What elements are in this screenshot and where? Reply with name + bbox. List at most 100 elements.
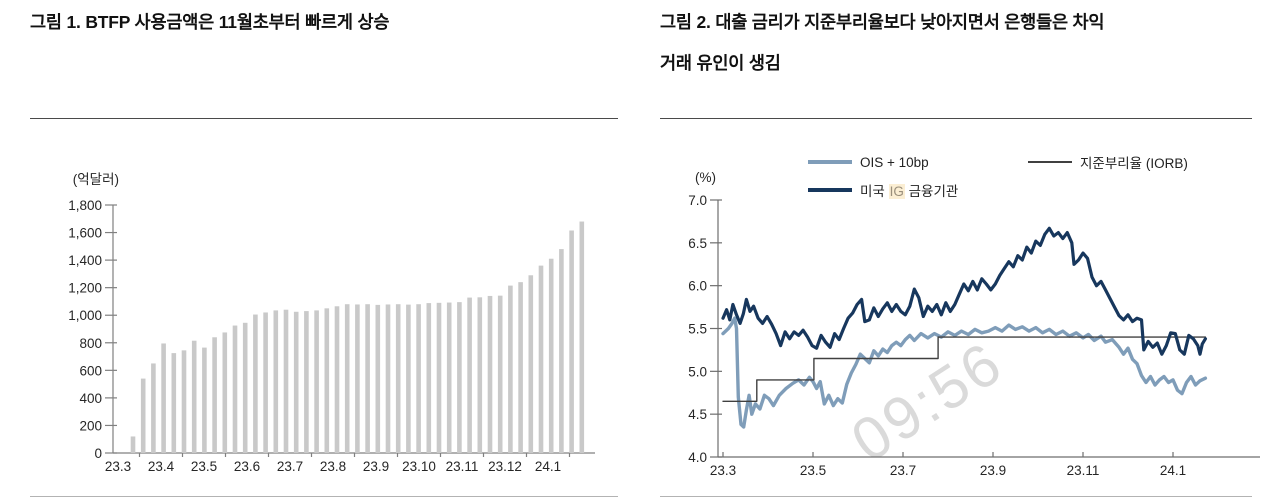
- bar: [518, 282, 523, 453]
- figure-2-title-line1: 그림 2. 대출 금리가 지준부리율보다 낮아지면서 은행들은 차익: [660, 12, 1105, 32]
- y-tick-label: 800: [79, 336, 102, 351]
- x-tick-label: 23.3: [105, 459, 131, 474]
- bar: [253, 314, 258, 453]
- btfp-bar-chart: 1,800 1,600 1,400 1,200 1,000 800 600 400 200 0 (억…: [68, 172, 595, 474]
- y-tick-label: 1,600: [68, 226, 102, 241]
- series-미국-ig-금융기관: [721, 226, 1208, 356]
- bar: [232, 325, 238, 453]
- figure-1-title: 그림 1. BTFP 사용금액은 11월초부터 빠르게 상승: [30, 12, 390, 32]
- bar: [222, 332, 228, 453]
- y-tick-label: 6.0: [688, 279, 707, 294]
- bar: [457, 302, 462, 453]
- bar: [559, 249, 564, 453]
- bar: [191, 340, 197, 453]
- y-tick-label: 4.5: [688, 407, 707, 422]
- bar: [436, 302, 442, 453]
- figure-1-title-rule: [30, 118, 618, 119]
- bar: [151, 363, 156, 453]
- series-지준부리율-(iorb): [722, 336, 1207, 402]
- bar: [161, 343, 166, 453]
- figure-2-title-rule: [660, 118, 1252, 119]
- bar: [375, 304, 381, 453]
- y-tick-label: 5.0: [688, 364, 707, 379]
- bar-series: [130, 221, 585, 453]
- x-tick-label: 23.9: [980, 463, 1006, 478]
- bar: [528, 275, 534, 453]
- y-tick-label: 6.5: [688, 236, 707, 251]
- y-tick-label: 0: [94, 446, 102, 461]
- bar: [355, 304, 360, 453]
- bar: [304, 311, 309, 453]
- legend-swatch-ois: [808, 160, 852, 164]
- legend-item-ois: OIS + 10bp: [808, 153, 929, 171]
- y-tick-label: 1,400: [68, 253, 102, 268]
- bar: [273, 310, 279, 453]
- x-tick-label: 23.12: [488, 459, 522, 474]
- legend-swatch-iorb: [1028, 161, 1072, 163]
- legend-swatch-us-ig: [808, 188, 852, 192]
- bar: [508, 285, 513, 453]
- y-tick-label: 600: [79, 363, 102, 378]
- legend-item-us-ig: 미국 IG 금융기관: [808, 181, 958, 199]
- bar: [130, 436, 136, 453]
- y-axis-unit-label: (%): [695, 170, 716, 185]
- bar: [426, 303, 432, 453]
- bar: [477, 297, 483, 453]
- series-ois-+-10bp: [721, 316, 1208, 429]
- bar: [314, 310, 319, 453]
- x-tick-label: 23.3: [710, 463, 736, 478]
- x-tick-label: 24.1: [1160, 463, 1186, 478]
- x-tick-label: 23.9: [363, 459, 389, 474]
- x-tick-label: 23.7: [890, 463, 916, 478]
- y-tick-label: 5.5: [688, 322, 707, 337]
- legend-label-us-ig-pre: 미국: [860, 184, 889, 199]
- bar: [406, 304, 411, 453]
- bar: [293, 311, 299, 453]
- bar: [171, 353, 177, 453]
- bar: [395, 304, 401, 453]
- bar: [416, 304, 421, 453]
- bar: [324, 308, 330, 453]
- bar: [365, 304, 370, 453]
- bar: [385, 304, 391, 453]
- y-tick-label: 400: [79, 391, 102, 406]
- bar: [242, 322, 248, 453]
- bar: [538, 265, 544, 453]
- bar: [334, 306, 340, 453]
- bar: [344, 304, 350, 453]
- x-tick-label: 23.8: [320, 459, 346, 474]
- bar: [212, 337, 217, 453]
- legend-label-us-ig: 미국 IG 금융기관: [860, 180, 958, 200]
- bar: [283, 309, 289, 453]
- bar: [446, 302, 452, 453]
- bar: [497, 295, 503, 453]
- bar: [181, 350, 187, 453]
- y-axis-unit-label: (억달러): [73, 172, 119, 187]
- x-tick-label: 23.11: [446, 459, 479, 474]
- x-tick-label: 24.1: [535, 459, 561, 474]
- y-tick-label: 7.0: [688, 193, 707, 208]
- legend-label-iorb: 지준부리율 (IORB): [1080, 156, 1188, 171]
- x-tick-label: 23.4: [148, 459, 175, 474]
- y-tick-label: 1,000: [68, 308, 102, 323]
- legend-label-us-ig-highlight: IG: [888, 184, 905, 199]
- rates-line-chart: 7.0 6.5 6.0 5.5 5.0 4.5 4.0 (%) 23.3 23.5 23.7 23.9…: [688, 170, 1260, 478]
- y-tick-label: 1,800: [68, 198, 102, 213]
- x-tick-label: 23.11: [1067, 463, 1100, 478]
- y-tick-label: 1,200: [68, 281, 102, 296]
- x-tick-label: 23.7: [277, 459, 303, 474]
- bar: [579, 221, 585, 453]
- x-tick-label: 23.10: [402, 459, 436, 474]
- bar: [202, 347, 207, 453]
- bar: [569, 230, 574, 453]
- bar: [467, 297, 472, 453]
- figure-2-title-line2: 거래 유인이 생김: [660, 53, 781, 73]
- x-tick-label: 23.5: [191, 459, 217, 474]
- legend-label-ois: OIS + 10bp: [860, 154, 929, 170]
- figure-2-bottom-rule: [660, 496, 1252, 497]
- y-tick-label: 200: [79, 418, 102, 433]
- x-tick-label: 23.6: [234, 459, 260, 474]
- bar: [263, 312, 268, 453]
